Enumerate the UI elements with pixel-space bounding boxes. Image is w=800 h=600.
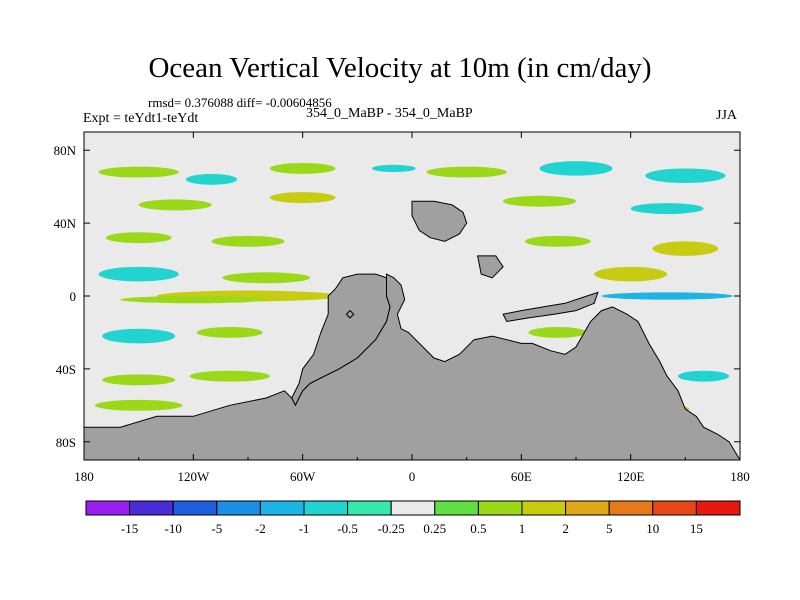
x-tick-label: 180: [730, 469, 750, 484]
land-mask-main-southern-land: [84, 273, 740, 460]
colorbar-label: 1: [519, 521, 526, 536]
anomaly-patch: [269, 162, 336, 174]
y-tick-label: 80S: [56, 435, 76, 450]
anomaly-patch: [524, 235, 591, 247]
anomaly-patch: [189, 370, 270, 382]
stats-label: rmsd= 0.376088 diff= -0.00604856: [148, 95, 332, 110]
x-tick-label: 60E: [511, 469, 532, 484]
anomaly-patch: [222, 272, 310, 284]
chart-title: Ocean Vertical Velocity at 10m (in cm/da…: [148, 52, 652, 84]
anomaly-patch: [138, 199, 212, 211]
land-mask-north-island-2: [476, 255, 504, 279]
colorbar-swatch: [216, 500, 261, 516]
colorbar-label: -2: [255, 521, 266, 536]
colorbar-swatch: [695, 500, 741, 516]
anomaly-patch: [186, 173, 238, 185]
anomaly-patch: [630, 203, 704, 215]
colorbar-label: -15: [121, 521, 138, 536]
colorbar: -15 -10 -5 -2 -1 -0.5 -0.25 0.25 0.5 1 2 5 10 15: [85, 500, 741, 536]
anomaly-patch: [652, 241, 719, 256]
anomaly-patch: [196, 326, 263, 338]
colorbar-swatch: [434, 500, 479, 516]
colorbar-swatch: [303, 500, 349, 516]
anomaly-patch: [98, 266, 179, 282]
anomaly-patch: [269, 192, 336, 204]
land-mask-equatorial-strip: [502, 291, 599, 323]
colorbar-label: 2: [562, 521, 569, 536]
land-layer: [84, 200, 740, 460]
anomaly-patch: [601, 292, 733, 300]
colorbar-swatch: [129, 500, 174, 516]
colorbar-swatch: [259, 500, 305, 516]
y-tick-label: 40S: [56, 362, 76, 377]
colorbar-swatch: [608, 500, 654, 516]
colorbar-label: -1: [299, 521, 310, 536]
anomaly-patch: [211, 235, 285, 247]
x-tick-label: 120W: [177, 469, 210, 484]
experiment-label: Expt = teYdt1-teYdt: [83, 111, 199, 126]
colorbar-swatch: [565, 500, 610, 516]
colorbar-label: -0.25: [378, 521, 405, 536]
colorbar-swatch: [652, 500, 697, 516]
anomaly-patch: [102, 374, 176, 386]
colorbar-label: -10: [165, 521, 182, 536]
anomaly-patch: [371, 164, 416, 173]
y-axis: 80N 40N 0 40S 80S: [54, 143, 740, 450]
y-tick-label: 80N: [54, 143, 77, 158]
anomaly-patch: [503, 195, 576, 207]
season-label: JJA: [716, 108, 738, 123]
anomaly-patch: [678, 370, 730, 382]
land-mask-small-island: [345, 309, 355, 319]
y-tick-label: 40N: [54, 216, 77, 231]
anomaly-patch: [98, 166, 179, 178]
colorbar-swatch: [347, 500, 392, 516]
colorbar-label: -0.5: [337, 521, 358, 536]
anomaly-patch: [105, 232, 172, 244]
anomaly-patch: [426, 166, 507, 178]
y-tick-label: 0: [70, 289, 77, 304]
x-axis: 180 120W 60W 0 60E 120E 180: [74, 132, 750, 484]
colorbar-label: 0.5: [470, 521, 486, 536]
anomaly-patch: [120, 296, 267, 304]
anomaly-patch: [594, 266, 668, 282]
colorbar-swatch: [85, 500, 131, 516]
anomaly-patch: [94, 399, 183, 411]
colorbar-swatch: [172, 500, 218, 516]
anomaly-patch: [102, 328, 176, 344]
colorbar-label: 5: [606, 521, 613, 536]
land-mask-north-island-1: [411, 200, 468, 242]
colorbar-swatch: [521, 500, 567, 516]
anomaly-patch: [645, 168, 726, 184]
anomaly-patch: [539, 161, 613, 176]
colorbar-swatch: [477, 500, 523, 516]
colorbar-label: 15: [690, 521, 703, 536]
x-tick-label: 0: [409, 469, 416, 484]
x-tick-label: 60W: [290, 469, 316, 484]
colorbar-label: 10: [646, 521, 659, 536]
colorbar-swatch: [390, 500, 436, 516]
colorbar-label: 0.25: [423, 521, 446, 536]
anomaly-patch: [528, 326, 587, 338]
period-label: 354_0_MaBP - 354_0_MaBP: [306, 106, 473, 121]
x-tick-label: 180: [74, 469, 94, 484]
x-tick-label: 120E: [617, 469, 645, 484]
colorbar-label: -5: [211, 521, 222, 536]
anomaly-layer: [94, 161, 733, 413]
